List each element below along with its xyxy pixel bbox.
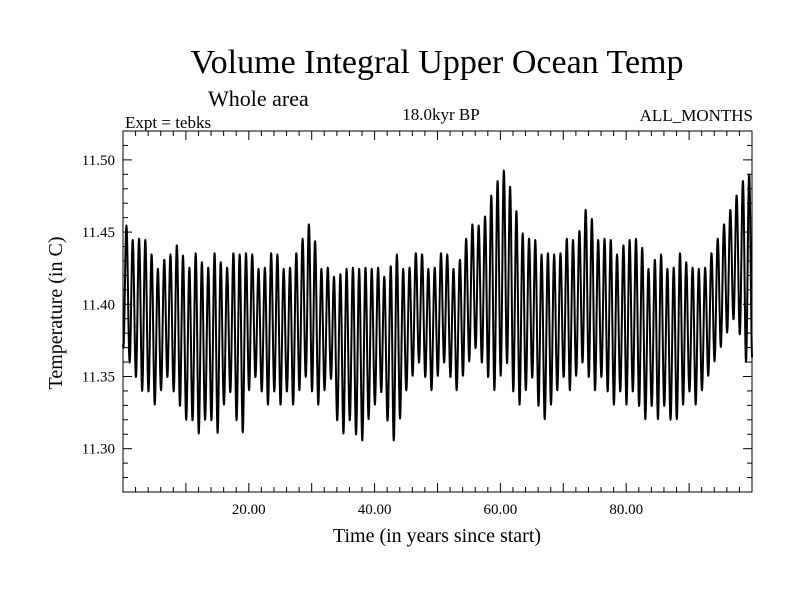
y-tick-label: 11.45 (82, 225, 115, 241)
chart-subtitle: Whole area (208, 86, 309, 111)
y-axis-label: Temperature (in C) (45, 237, 67, 390)
y-axis: 11.30 11.35 11.40 11.45 11.50 (82, 130, 752, 493)
experiment-label: Expt = tebks (125, 113, 212, 132)
y-tick-label: 11.40 (82, 297, 115, 313)
y-tick-label: 11.35 (82, 369, 115, 385)
y-tick-label: 11.30 (82, 442, 115, 458)
period-label: 18.0kyr BP (402, 105, 480, 124)
series-line (122, 169, 753, 442)
x-tick-label: 20.00 (232, 502, 266, 518)
x-tick-label: 60.00 (484, 502, 518, 518)
series-group (122, 169, 753, 442)
x-axis-label: Time (in years since start) (333, 525, 541, 547)
x-tick-label: 40.00 (358, 502, 392, 518)
months-label: ALL_MONTHS (639, 106, 753, 125)
x-tick-label: 80.00 (609, 502, 643, 518)
chart-title: Volume Integral Upper Ocean Temp (190, 44, 684, 81)
y-tick-label: 11.50 (82, 153, 115, 169)
plot-frame (122, 130, 753, 493)
plot-area (122, 130, 753, 493)
x-axis: 20.00 40.00 60.00 80.00 (122, 131, 753, 518)
